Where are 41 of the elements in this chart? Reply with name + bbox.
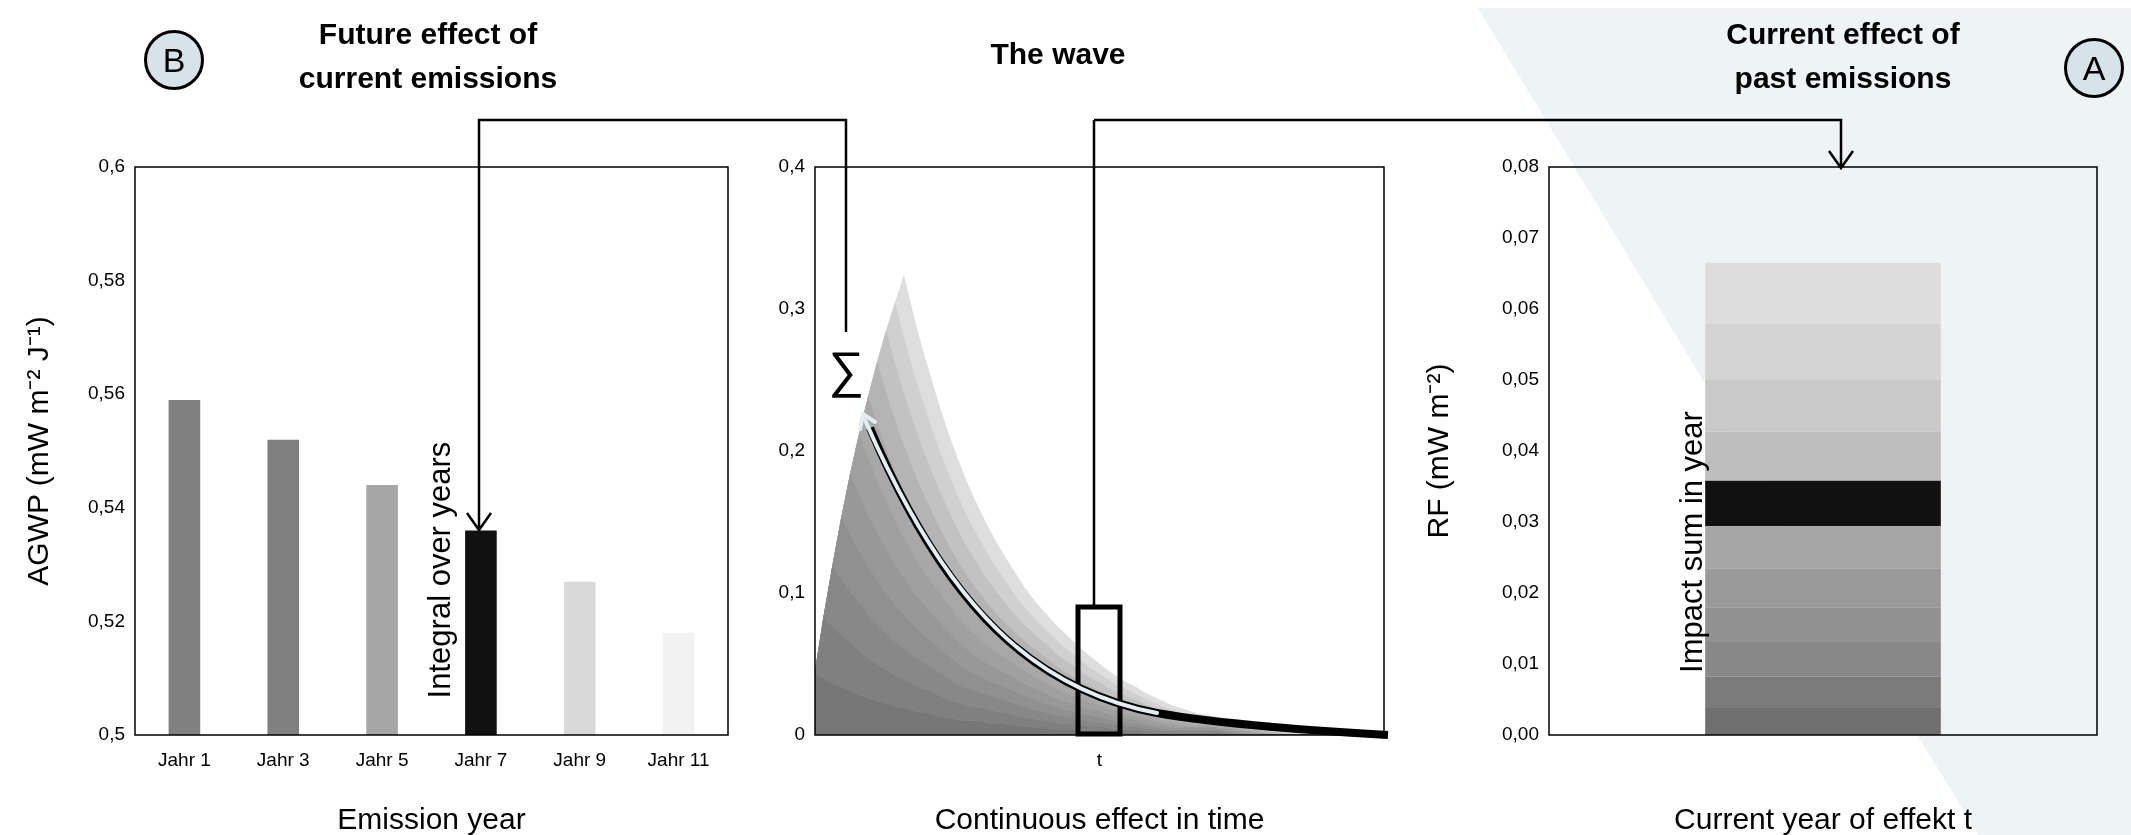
y-tick-label: 0,05 <box>1502 368 1539 390</box>
text: A <box>2082 48 2106 88</box>
y-tick-label: 0,08 <box>1502 155 1539 177</box>
y-tick-label: 0,54 <box>88 496 126 518</box>
x-tick-label: t <box>1096 748 1103 770</box>
chart-title: The wave <box>989 36 1127 72</box>
annotation: ∑ <box>827 341 865 400</box>
chart-title: Future effect of current emissions <box>297 16 559 96</box>
y-tick-label: 0,52 <box>88 609 125 631</box>
chart-title: Current effect of past emissions <box>1725 16 1961 96</box>
x-tick-label: Jahr 5 <box>355 748 409 770</box>
y-tick-label: 0,2 <box>778 439 805 461</box>
annotation: Impact sum in year <box>1673 410 1710 675</box>
y-tick-label: 0,07 <box>1502 226 1539 248</box>
x-tick-label: Jahr 9 <box>553 748 607 770</box>
y-axis-title: AGWP (mW m⁻² J⁻¹) <box>21 316 55 586</box>
bar <box>1705 480 1941 527</box>
text: B <box>162 40 186 80</box>
y-tick-label: 0,3 <box>778 297 805 319</box>
y-tick-label: 0,00 <box>1502 723 1539 745</box>
annotation: Integral over years <box>422 441 457 699</box>
y-tick-label: 0,06 <box>1502 297 1539 319</box>
y-tick-label: 0,58 <box>88 268 125 290</box>
y-axis-title: RF (mW m⁻²) <box>1421 363 1455 539</box>
y-tick-label: 0,56 <box>88 382 125 404</box>
y-tick-label: 0,6 <box>98 155 125 177</box>
y-tick-label: 0,5 <box>98 723 125 745</box>
y-tick-label: 0,01 <box>1502 652 1539 674</box>
y-tick-label: 0,02 <box>1502 581 1539 603</box>
x-tick-label: Jahr 1 <box>158 748 211 770</box>
y-tick-label: 0,04 <box>1502 439 1540 461</box>
x-axis-title: Current year of effekt t <box>1674 802 1973 835</box>
x-axis-title: Emission year <box>337 802 526 835</box>
y-tick-label: 0,4 <box>778 155 806 177</box>
x-tick-label: Jahr 7 <box>454 748 508 770</box>
x-axis-title: Continuous effect in time <box>934 802 1265 835</box>
x-tick-label: Jahr 11 <box>647 748 710 770</box>
x-tick-label: Jahr 3 <box>256 748 310 770</box>
y-tick-label: 0,03 <box>1502 510 1539 532</box>
y-tick-label: 0,1 <box>778 581 805 603</box>
y-tick-label: 0 <box>794 723 805 745</box>
